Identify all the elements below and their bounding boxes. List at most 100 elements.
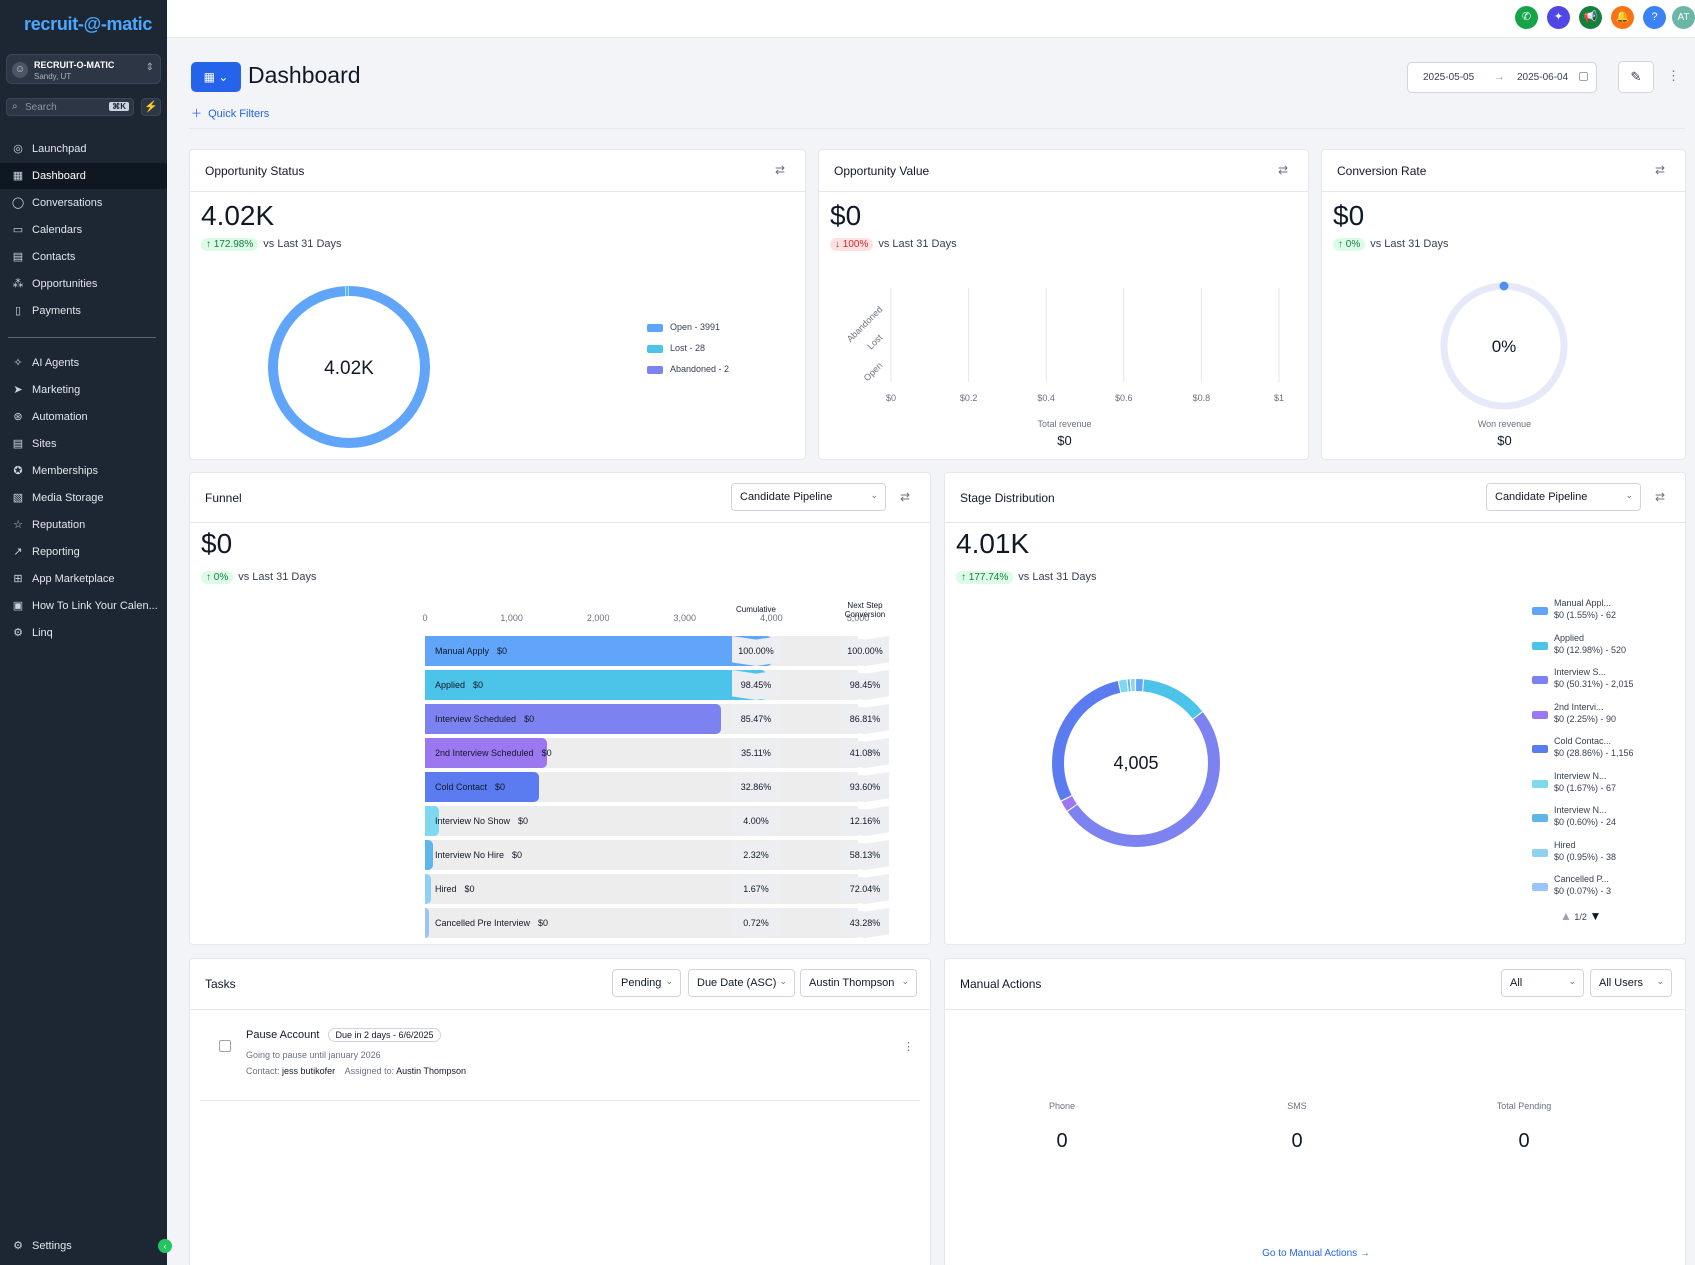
funnel-bar[interactable]	[425, 772, 539, 802]
funnel-bar[interactable]	[425, 840, 434, 870]
image-icon: ▧	[12, 492, 24, 504]
date-range-picker[interactable]: 2025-05-05 → 2025-06-04	[1407, 62, 1597, 93]
legend-entry: Cold Contac... $0 (28.86%) - 1,156	[1554, 735, 1634, 759]
more-options-icon[interactable]: ⋮	[1667, 68, 1680, 83]
payments-icon: ▯	[14, 305, 22, 317]
sidebar-item-dashboard[interactable]: ▦ Dashboard	[0, 163, 167, 189]
manual-users-select[interactable]: All Users ⌄	[1590, 969, 1672, 997]
delta-caption: vs Last 31 Days	[1018, 571, 1097, 583]
task-more-icon[interactable]: ⋮	[903, 1041, 914, 1053]
task-status-select[interactable]: Pending ⌄	[612, 969, 681, 997]
app-logo[interactable]: recruit-@-matic	[24, 14, 153, 34]
manual-type-select[interactable]: All ⌄	[1501, 969, 1584, 997]
funnel-bar[interactable]	[425, 704, 722, 734]
pager-up-icon[interactable]: ▲	[1560, 909, 1572, 923]
stage-distribution-value: 4.01K	[956, 528, 1030, 559]
task-contact-link[interactable]: jess butikofer	[282, 1066, 336, 1076]
sidebar-item-reputation[interactable]: ☆ Reputation	[0, 512, 167, 538]
stage-distribution-donut: 4,005	[1052, 679, 1220, 847]
pencil-icon: ✎	[1630, 69, 1642, 84]
arrow-right-icon: →	[1494, 71, 1505, 83]
collapse-sidebar-icon[interactable]: ‹	[158, 1239, 172, 1253]
sidebar-item-app-marketplace[interactable]: ⊞ App Marketplace	[0, 566, 167, 592]
stage-slice-4[interactable]	[1052, 679, 1220, 847]
edit-dashboard-button[interactable]: ✎	[1618, 61, 1654, 93]
legend-entry: Cancelled P... $0 (0.07%) - 3	[1554, 873, 1611, 897]
user-avatar[interactable]: AT	[1672, 6, 1695, 29]
sidebar-item-sites[interactable]: ▤ Sites	[0, 431, 167, 457]
sidebar-item-opportunities[interactable]: ⁂ Opportunities	[0, 271, 167, 297]
funnel-bar[interactable]	[425, 738, 547, 768]
sidebar-item-payments[interactable]: ▯ Payments	[0, 298, 167, 324]
funnel-bar[interactable]	[425, 670, 767, 700]
task-description: Going to pause until january 2026	[246, 1050, 381, 1060]
stage-amount: $0	[541, 748, 552, 758]
sidebar-item-memberships[interactable]: ✪ Memberships	[0, 458, 167, 484]
dashboard-switcher-button[interactable]: ▦ ⌄	[191, 62, 241, 92]
filter-sliders-icon[interactable]: ⇄	[774, 163, 785, 177]
funnel-bar[interactable]	[425, 636, 772, 666]
stage-pipeline-select[interactable]: Candidate Pipeline ⌄	[1486, 483, 1641, 511]
phone-icon[interactable]: ✆	[1515, 6, 1538, 29]
funnel-pipeline-select[interactable]: Candidate Pipeline ⌄	[731, 483, 886, 511]
status-slice-2[interactable]	[268, 286, 430, 448]
task-title-row: Pause Account Due in 2 days - 6/6/2025	[246, 1028, 441, 1042]
sidebar-item-reporting[interactable]: ↗ Reporting	[0, 539, 167, 565]
ai-sparkle-icon[interactable]: ✦	[1547, 6, 1570, 29]
sidebar-item-marketing[interactable]: ➤ Marketing	[0, 377, 167, 403]
gears-icon: ⚙	[13, 627, 23, 639]
sidebar-item-label: Settings	[32, 1240, 72, 1252]
delta-caption: vs Last 31 Days	[238, 571, 317, 583]
total-revenue-value: $0	[1057, 433, 1072, 448]
sidebar-search[interactable]: ⌕ Search ⌘K	[6, 98, 134, 116]
task-item[interactable]: Pause Account Due in 2 days - 6/6/2025 G…	[200, 1024, 920, 1101]
legend-swatch	[1532, 745, 1548, 753]
sidebar-item-automation[interactable]: ⊛ Automation	[0, 404, 167, 430]
tasks-card: Tasks Pending ⌄ Due Date (ASC) ⌄ Austin Th…	[189, 958, 931, 1265]
sidebar-item-settings[interactable]: ⚙ Settings	[0, 1233, 167, 1259]
legend-entry: Abandoned - 2	[670, 364, 730, 374]
manual-stat-label: Total Pending	[1496, 1101, 1552, 1111]
funnel-bar[interactable]	[425, 806, 439, 836]
sidebar-item-linq[interactable]: ⚙ Linq	[0, 620, 167, 646]
account-icon: ☺	[12, 62, 28, 78]
sidebar-item-conversations[interactable]: ◯ Conversations	[0, 190, 167, 216]
filter-sliders-icon[interactable]: ⇄	[1654, 490, 1665, 504]
task-user-select[interactable]: Austin Thompson ⌄	[800, 969, 917, 997]
task-checkbox[interactable]	[219, 1040, 231, 1052]
date-end: 2025-06-04	[1517, 72, 1569, 83]
sidebar-item-contacts[interactable]: ▤ Contacts	[0, 244, 167, 270]
account-switcher[interactable]: ☺ RECRUIT-O-MATIC Sandy, UT ⇕	[6, 54, 161, 84]
stage-slice-8[interactable]	[1052, 679, 1220, 847]
card-title: Opportunity Value	[834, 164, 930, 178]
filter-sliders-icon[interactable]: ⇄	[1277, 163, 1288, 177]
help-icon[interactable]: ?	[1643, 6, 1666, 29]
funnel-bar[interactable]	[425, 874, 431, 904]
top-bar: ✆ ✦ 📢 🔔 ? AT	[167, 0, 1695, 38]
sidebar-item-ai-agents[interactable]: ✧ AI Agents	[0, 350, 167, 376]
delta-badge: ↑ 0%	[201, 571, 234, 584]
legend-name: Cancelled P...	[1554, 874, 1609, 884]
quick-filters-link[interactable]: ＋ Quick Filters	[191, 105, 269, 121]
funnel-stage-label: Interview Scheduled $0	[435, 714, 534, 724]
task-sort-select[interactable]: Due Date (ASC) ⌄	[688, 969, 795, 997]
funnel-bar[interactable]	[425, 908, 429, 938]
legend-name: Interview N...	[1554, 805, 1607, 815]
bell-icon[interactable]: 🔔	[1611, 6, 1634, 29]
filter-sliders-icon[interactable]: ⇄	[899, 490, 910, 504]
sidebar-item-label: Dashboard	[32, 170, 86, 182]
stage-amount: $0	[524, 714, 535, 724]
sidebar-item-media-storage[interactable]: ▧ Media Storage	[0, 485, 167, 511]
funnel-stage-label: Interview No Hire $0	[435, 850, 522, 860]
pager-down-icon[interactable]: ▼	[1589, 909, 1602, 923]
stage-slice-2[interactable]	[1052, 679, 1220, 847]
sidebar-item-calendars[interactable]: ▭ Calendars	[0, 217, 167, 243]
sidebar-item-how-to-link-your-calen[interactable]: ▣ How To Link Your Calen...	[0, 593, 167, 619]
legend-swatch	[1532, 607, 1548, 615]
go-to-manual-actions-link[interactable]: Go to Manual Actions →	[945, 1248, 1687, 1259]
megaphone-icon[interactable]: 📢	[1579, 6, 1602, 29]
filter-sliders-icon[interactable]: ⇄	[1654, 163, 1665, 177]
quick-action-bolt-icon[interactable]: ⚡	[141, 98, 161, 116]
sidebar-item-launchpad[interactable]: ◎ Launchpad	[0, 136, 167, 162]
